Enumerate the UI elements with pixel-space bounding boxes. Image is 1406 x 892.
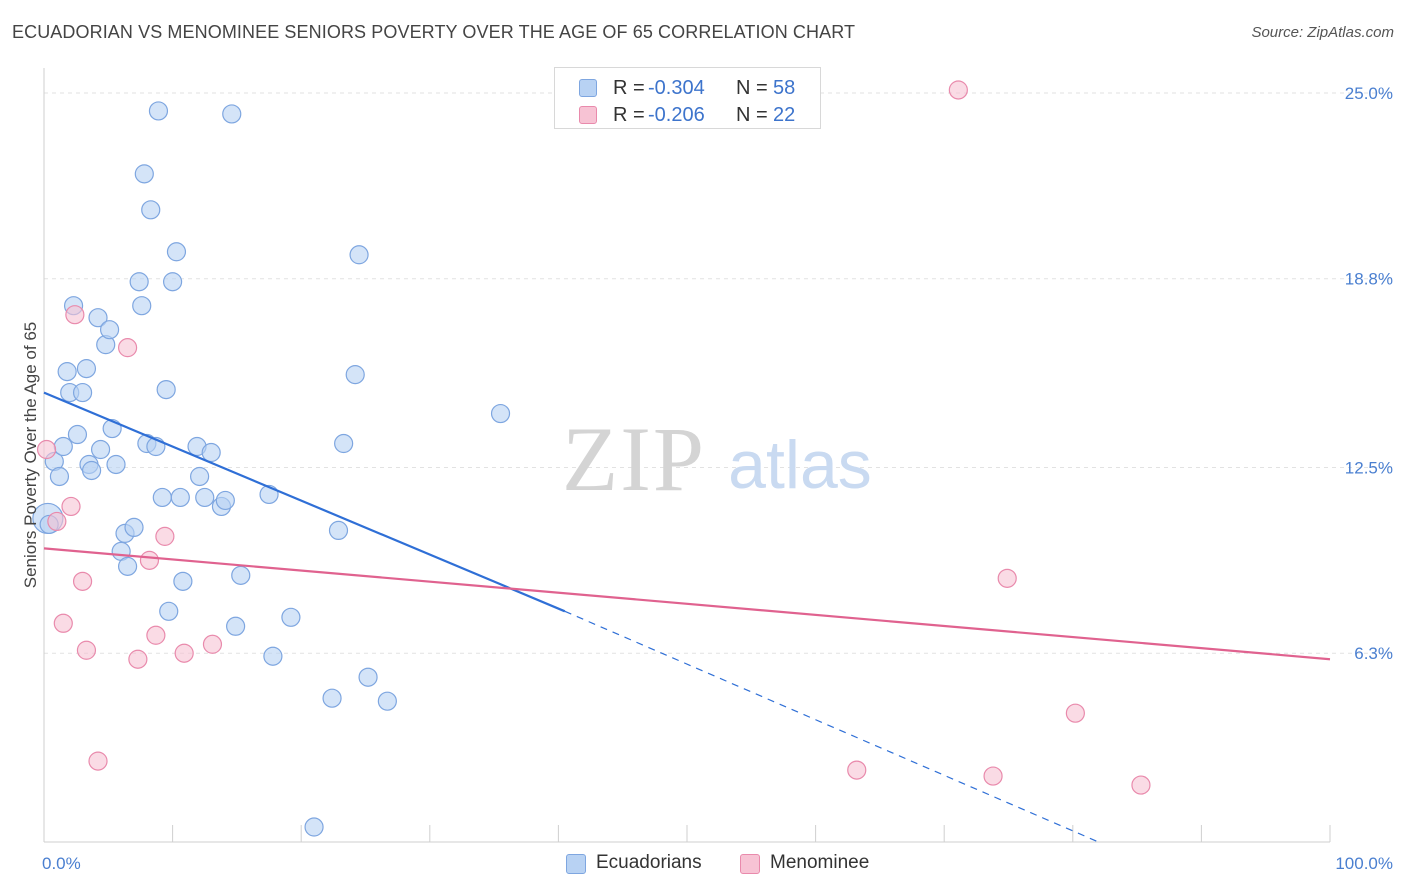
- ecuadorian-point: [215, 490, 235, 511]
- legend-r-value: -0.304: [648, 77, 705, 99]
- ecuadorian-point: [81, 460, 102, 481]
- ecuadorian-point: [490, 403, 511, 424]
- menominee-point: [139, 550, 160, 570]
- ecuadorian-point: [304, 817, 324, 837]
- y-axis-label: Seniors Poverty Over the Age of 65: [21, 322, 40, 588]
- legend-swatch-pink: [579, 106, 597, 124]
- legend-swatch-blue: [579, 79, 597, 97]
- menominee-point: [76, 640, 97, 660]
- ecuadorian-point: [358, 667, 378, 687]
- watermark-atlas: atlas: [728, 427, 872, 503]
- ecuadorian-point: [129, 272, 149, 292]
- y-tick-label: 12.5%: [1345, 458, 1393, 477]
- tick-labels: 6.3% 12.5% 18.8% 25.0% 0.0% 100.0%: [42, 84, 1393, 873]
- menominee-point: [72, 571, 93, 591]
- menominee-point: [948, 80, 968, 100]
- menominee-trend-line: [43, 547, 1331, 661]
- chart-title: ECUADORIAN VS MENOMINEE SENIORS POVERTY …: [12, 22, 856, 42]
- legend-swatch-pink: [740, 854, 760, 874]
- ecuadorian-point: [190, 466, 210, 487]
- ecuadorian-point: [159, 601, 179, 621]
- ecuadorian-point: [53, 436, 73, 457]
- ecuadorian-point: [156, 379, 176, 400]
- legend-n-value: 22: [773, 104, 796, 126]
- ecuadorian-point: [281, 607, 301, 627]
- series-menominee-points: [36, 80, 1151, 795]
- legend-n-value: 58: [773, 77, 796, 99]
- ecuadorian-point: [195, 487, 215, 508]
- menominee-point: [983, 766, 1003, 786]
- x-tick-label: 0.0%: [42, 854, 81, 873]
- menominee-point: [847, 760, 867, 780]
- y-tick-label: 18.8%: [1345, 270, 1393, 289]
- menominee-point: [88, 751, 108, 771]
- ecuadorian-point: [170, 487, 190, 508]
- ecuadorian-point: [334, 433, 354, 454]
- legend-label-ecuadorians: Ecuadorians: [596, 852, 702, 873]
- ecuadorian-point: [222, 104, 242, 124]
- ecuadorian-point: [141, 200, 161, 220]
- y-tick-label: 25.0%: [1345, 84, 1393, 103]
- ecuadorian-trend-extension: [564, 610, 1099, 843]
- ecuadorian-point: [263, 646, 283, 666]
- chart-source: Source: ZipAtlas.com: [1251, 24, 1394, 41]
- ecuadorian-point: [148, 101, 169, 121]
- ecuadorian-point: [106, 454, 126, 475]
- watermark: ZIP atlas: [562, 408, 872, 510]
- legend-swatch-blue: [566, 854, 586, 874]
- menominee-point: [997, 568, 1017, 588]
- watermark-zip: ZIP: [562, 408, 706, 510]
- menominee-point: [65, 305, 85, 325]
- legend-r-value: -0.206: [648, 104, 705, 126]
- ecuadorian-point: [72, 382, 93, 403]
- ecuadorian-point: [226, 616, 246, 636]
- series-ecuadorians-points: [32, 101, 511, 837]
- ecuadorian-point: [49, 466, 70, 487]
- menominee-point: [53, 613, 73, 633]
- menominee-point: [1131, 775, 1151, 795]
- ecuadorian-point: [173, 571, 193, 591]
- legend-n-label: N =: [736, 104, 768, 126]
- y-tick-label: 6.3%: [1354, 644, 1393, 663]
- ecuadorian-point: [163, 272, 183, 292]
- ecuadorian-point: [345, 365, 365, 385]
- menominee-point: [36, 439, 57, 460]
- ecuadorian-point: [134, 164, 154, 184]
- menominee-point: [117, 338, 138, 358]
- menominee-point: [202, 634, 223, 654]
- legend-stats: R = -0.304 N = 58 R = -0.206 N = 22: [554, 67, 821, 129]
- ecuadorian-point: [349, 245, 369, 265]
- ecuadorian-point: [201, 442, 221, 463]
- legend-n-label: N =: [736, 77, 768, 99]
- menominee-point: [1065, 703, 1085, 723]
- ecuadorian-point: [166, 242, 187, 262]
- menominee-point: [155, 526, 175, 546]
- legend-r-label: R =: [613, 104, 645, 126]
- ecuadorian-point: [328, 520, 349, 541]
- x-tick-label: 100.0%: [1335, 854, 1393, 873]
- menominee-point: [61, 496, 81, 517]
- ecuadorian-point: [57, 362, 77, 382]
- ecuadorian-point: [117, 556, 138, 576]
- ecuadorian-point: [322, 688, 342, 708]
- legend-r-label: R =: [613, 77, 645, 99]
- ecuadorian-point: [377, 691, 397, 711]
- trend-lines: [43, 391, 1331, 843]
- ecuadorian-point: [76, 359, 97, 379]
- ecuadorian-point: [132, 296, 152, 316]
- ecuadorian-point: [67, 424, 88, 445]
- legend-label-menominee: Menominee: [770, 852, 870, 873]
- menominee-point: [174, 643, 194, 663]
- ecuadorian-point: [88, 308, 108, 328]
- ecuadorian-point: [231, 565, 251, 585]
- ecuadorian-point: [90, 439, 111, 460]
- menominee-point: [128, 649, 148, 669]
- ecuadorian-point: [124, 517, 144, 538]
- ecuadorian-point: [152, 487, 172, 508]
- ecuadorian-point: [99, 320, 120, 340]
- menominee-point: [146, 625, 166, 645]
- ecuadorian-trend-line: [43, 391, 566, 613]
- menominee-point: [47, 511, 67, 532]
